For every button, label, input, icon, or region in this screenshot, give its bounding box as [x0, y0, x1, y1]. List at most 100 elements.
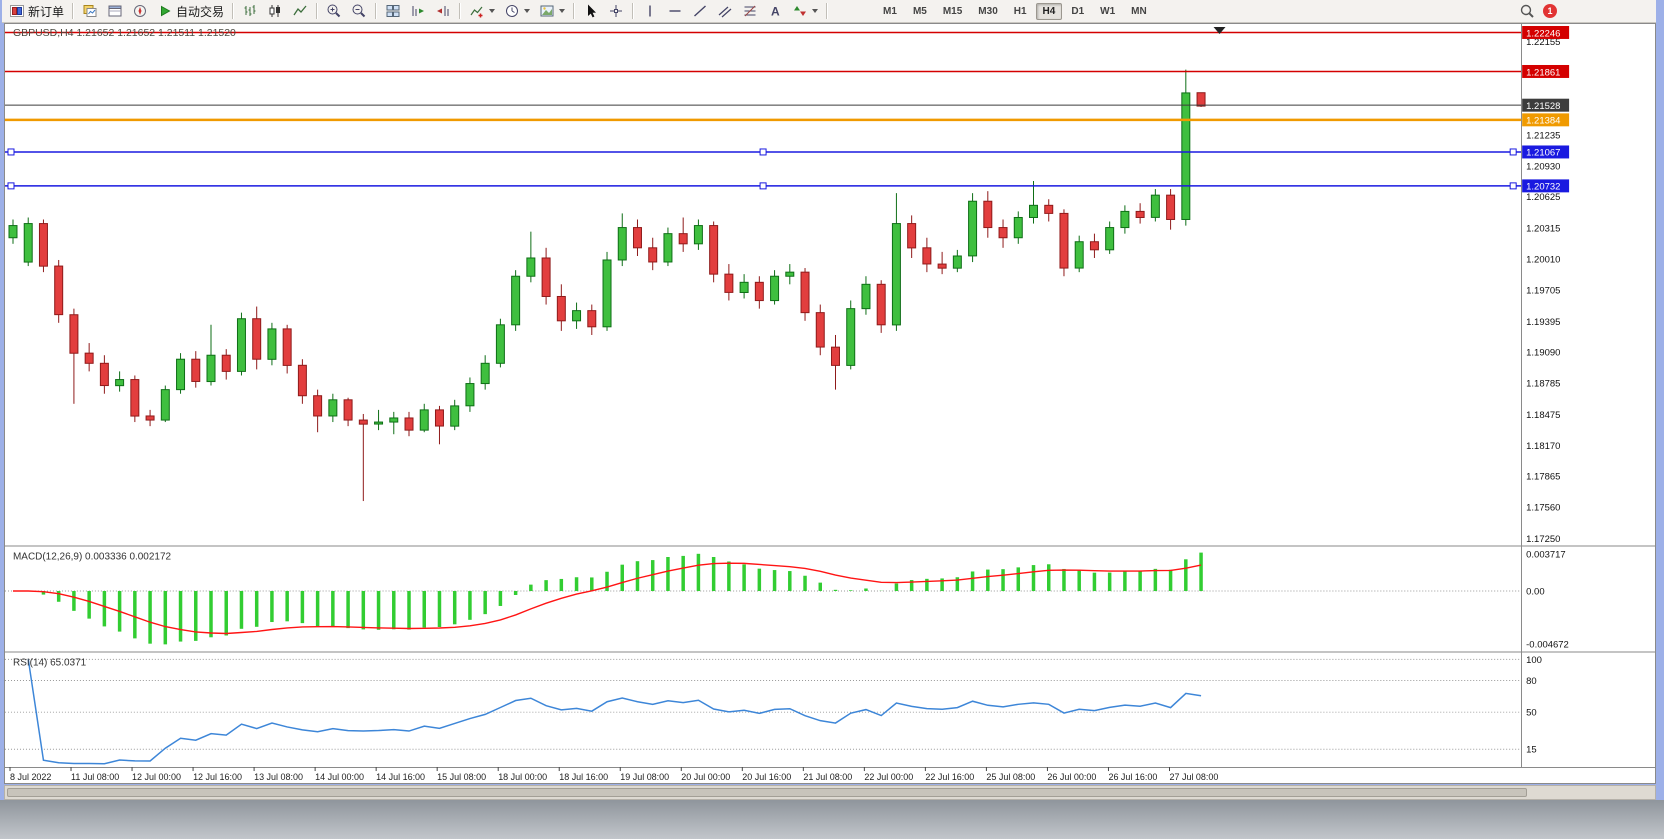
line-handle[interactable] — [1509, 182, 1517, 190]
candle — [8, 219, 18, 244]
time-label: 14 Jul 00:00 — [315, 772, 364, 782]
hline-1.22246[interactable]: 1.22246 — [5, 25, 1570, 39]
bar-chart-button[interactable] — [238, 1, 262, 21]
candlestick-icon — [269, 5, 281, 17]
tf-button-M1[interactable]: M1 — [883, 5, 897, 17]
crosshair-button[interactable] — [604, 1, 628, 21]
periods-button[interactable] — [500, 1, 534, 21]
candle — [54, 259, 64, 323]
candle — [69, 308, 79, 404]
trendline-icon — [694, 5, 707, 17]
tf-button-D1[interactable]: D1 — [1071, 5, 1085, 17]
tf-button-H1[interactable]: H1 — [1013, 5, 1027, 17]
new-order-button[interactable]: 新订单 — [5, 1, 68, 21]
hline-1.21067[interactable]: 1.21067 — [5, 145, 1570, 159]
auto-trading-label: 自动交易 — [176, 4, 225, 19]
candle — [648, 237, 658, 271]
templates-button[interactable] — [535, 1, 569, 21]
tf-button-M30[interactable]: M30 — [978, 5, 998, 17]
candle — [526, 231, 536, 283]
line-handle[interactable] — [759, 148, 767, 156]
tf-button-M15[interactable]: M15 — [942, 5, 963, 17]
rsi-axis-label: 80 — [1526, 676, 1537, 687]
indicators-button[interactable] — [465, 1, 499, 21]
candle — [937, 251, 947, 275]
search-icon[interactable] — [1519, 3, 1535, 19]
toolbar-separator — [632, 3, 635, 19]
line-chart-icon — [293, 5, 307, 16]
chart-profiles-button[interactable] — [78, 1, 102, 21]
line-handle[interactable] — [7, 148, 15, 156]
candle — [1013, 211, 1023, 244]
fibonacci-tool-button[interactable] — [738, 1, 762, 21]
macd-axis-min: -0.004672 — [1526, 639, 1569, 650]
arrows-tool-button[interactable] — [788, 1, 822, 21]
data-window-button[interactable] — [103, 1, 127, 21]
zoom-out-icon — [352, 4, 366, 18]
dropdown-arrow-icon — [559, 9, 566, 13]
chart-area: 0.003717 0.00 -0.004672 MACD(12,26,9) 0.003… — [4, 23, 1656, 784]
time-label: 20 Jul 00:00 — [681, 772, 730, 782]
line-handle[interactable] — [759, 182, 767, 190]
candle — [632, 219, 642, 256]
zoom-in-button[interactable] — [322, 1, 346, 21]
horizontal-scrollbar[interactable] — [4, 785, 1656, 800]
auto-scroll-button[interactable] — [406, 1, 430, 21]
time-label: 15 Jul 08:00 — [437, 772, 486, 782]
tile-windows-button[interactable] — [381, 1, 405, 21]
line-chart-button[interactable] — [288, 1, 312, 21]
text-tool-button[interactable]: A — [763, 1, 787, 21]
candle — [176, 353, 186, 394]
candle — [693, 219, 703, 250]
tf-button-W1[interactable]: W1 — [1100, 5, 1116, 17]
candle — [374, 409, 384, 431]
chart-shift-button[interactable] — [431, 1, 455, 21]
data-window-icon — [108, 5, 122, 17]
tf-button-M5[interactable]: M5 — [912, 5, 927, 17]
candle — [815, 304, 825, 356]
hline-1.21861[interactable]: 1.21861 — [5, 64, 1570, 78]
trendline-tool-button[interactable] — [688, 1, 712, 21]
line-handle[interactable] — [7, 182, 15, 190]
candle — [998, 219, 1008, 248]
time-axis[interactable]: 8 Jul 2022 11 Jul 08:00 12 Jul 00:00 12 Jul… — [9, 767, 1218, 782]
price-tick-label: 1.18475 — [1526, 410, 1560, 421]
price-tick-label: 1.17560 — [1526, 503, 1560, 514]
price-tick-label: 1.21235 — [1526, 130, 1560, 141]
navigator-button[interactable] — [128, 1, 152, 21]
toolbar-separator — [72, 3, 75, 19]
horizontal-line-tool-button[interactable] — [663, 1, 687, 21]
time-label: 26 Jul 00:00 — [1047, 772, 1096, 782]
price-tick-label: 1.20315 — [1526, 224, 1560, 235]
auto-scroll-icon — [412, 6, 425, 16]
candle — [800, 268, 810, 321]
auto-trading-button[interactable]: 自动交易 — [153, 1, 228, 21]
candle — [1105, 221, 1115, 254]
candle — [983, 191, 993, 238]
tf-button-H4[interactable]: H4 — [1035, 2, 1063, 20]
chart-background — [5, 24, 1655, 783]
tf-button-MN[interactable]: MN — [1131, 5, 1147, 17]
chart-canvas[interactable]: 0.003717 0.00 -0.004672 MACD(12,26,9) 0.003… — [5, 24, 1655, 783]
cursor-button[interactable] — [579, 1, 603, 21]
notification-badge[interactable]: 1 — [1543, 4, 1557, 18]
time-label: 12 Jul 16:00 — [193, 772, 242, 782]
scrollbar-thumb[interactable] — [7, 788, 1527, 797]
channel-tool-button[interactable] — [713, 1, 737, 21]
candle — [724, 264, 734, 301]
candlestick-chart-button[interactable] — [263, 1, 287, 21]
candle — [99, 355, 109, 394]
candle — [876, 280, 886, 333]
zoom-out-button[interactable] — [347, 1, 371, 21]
price-badge — [1522, 113, 1570, 127]
hline-1.21384[interactable]: 1.21384 — [5, 113, 1570, 127]
macd-axis-zero: 0.00 — [1526, 587, 1544, 598]
chart-shift-marker[interactable] — [1213, 26, 1226, 34]
main-toolbar: 新订单 自动交易 — [2, 0, 1656, 23]
line-handle[interactable] — [1509, 148, 1517, 156]
time-label: 8 Jul 2022 — [10, 772, 51, 782]
hline-1.21528[interactable]: 1.21528 — [5, 98, 1570, 112]
vertical-line-tool-button[interactable] — [638, 1, 662, 21]
time-label: 27 Jul 08:00 — [1169, 772, 1218, 782]
hline-1.20732[interactable]: 1.20732 — [5, 179, 1570, 193]
